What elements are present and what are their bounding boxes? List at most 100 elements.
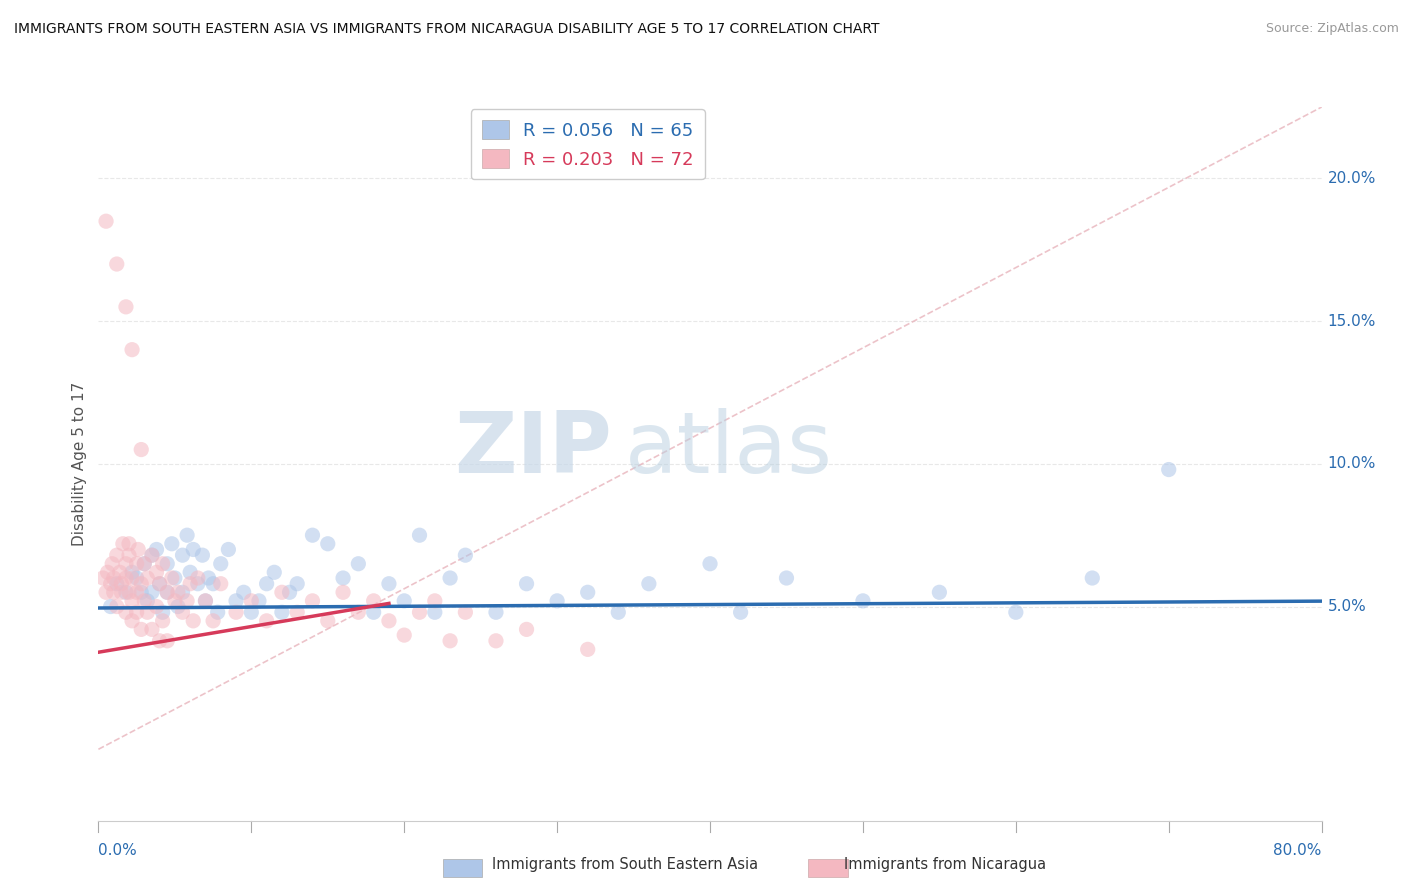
Point	[439, 633, 461, 648]
Point	[118, 585, 141, 599]
Point	[301, 594, 323, 608]
Point	[105, 257, 128, 271]
Point	[176, 594, 198, 608]
Point	[928, 585, 950, 599]
Text: IMMIGRANTS FROM SOUTH EASTERN ASIA VS IMMIGRANTS FROM NICARAGUA DISABILITY AGE 5: IMMIGRANTS FROM SOUTH EASTERN ASIA VS IM…	[14, 22, 880, 37]
Point	[576, 642, 599, 657]
Point	[730, 605, 752, 619]
Point	[187, 571, 209, 585]
Point	[94, 585, 117, 599]
Point	[347, 605, 370, 619]
Point	[129, 576, 152, 591]
Point	[181, 614, 204, 628]
Point	[103, 585, 125, 599]
Point	[332, 585, 354, 599]
Point	[145, 566, 167, 580]
Point	[194, 594, 217, 608]
Point	[278, 585, 301, 599]
Point	[115, 605, 138, 619]
Point	[136, 605, 159, 619]
Point	[167, 585, 190, 599]
Point	[332, 571, 354, 585]
Text: 80.0%: 80.0%	[1274, 844, 1322, 858]
Point	[141, 548, 163, 562]
Point	[699, 557, 721, 571]
Point	[94, 214, 117, 228]
Point	[156, 557, 179, 571]
Point	[127, 542, 149, 557]
Point	[240, 594, 263, 608]
Point	[163, 571, 186, 585]
Point	[247, 594, 270, 608]
Point	[167, 599, 190, 614]
Point	[392, 628, 416, 642]
Text: Immigrants from Nicaragua: Immigrants from Nicaragua	[844, 857, 1046, 872]
Text: ZIP: ZIP	[454, 408, 612, 491]
Point	[285, 576, 308, 591]
Point	[1081, 571, 1104, 585]
Y-axis label: Disability Age 5 to 17: Disability Age 5 to 17	[72, 382, 87, 546]
Point	[176, 528, 198, 542]
Point	[225, 605, 247, 619]
Point	[121, 594, 143, 608]
Point	[152, 557, 174, 571]
Point	[134, 594, 156, 608]
Point	[121, 343, 143, 357]
Point	[145, 599, 167, 614]
Point	[141, 548, 163, 562]
Point	[1157, 462, 1180, 476]
Text: 10.0%: 10.0%	[1327, 457, 1376, 471]
Point	[149, 576, 172, 591]
Point	[516, 576, 538, 591]
Point	[207, 605, 229, 619]
Point	[136, 594, 159, 608]
Point	[546, 594, 568, 608]
Text: Immigrants from South Eastern Asia: Immigrants from South Eastern Asia	[492, 857, 758, 872]
Point	[115, 300, 138, 314]
Point	[125, 571, 148, 585]
Point	[485, 605, 508, 619]
Point	[110, 576, 132, 591]
Point	[256, 614, 278, 628]
Point	[100, 576, 122, 591]
Point	[115, 585, 138, 599]
Point	[516, 623, 538, 637]
Point	[141, 585, 163, 599]
Point	[637, 576, 661, 591]
Text: atlas: atlas	[624, 408, 832, 491]
Point	[454, 548, 477, 562]
Point	[152, 605, 174, 619]
Point	[121, 571, 143, 585]
Point	[256, 576, 278, 591]
Point	[100, 599, 122, 614]
Point	[149, 576, 172, 591]
Point	[156, 585, 179, 599]
Point	[378, 576, 401, 591]
Point	[156, 585, 179, 599]
Point	[202, 614, 225, 628]
Point	[172, 585, 194, 599]
Point	[576, 585, 599, 599]
Point	[134, 557, 156, 571]
Point	[108, 566, 131, 580]
Point	[121, 566, 143, 580]
Point	[408, 605, 430, 619]
Point	[103, 571, 125, 585]
Point	[347, 557, 370, 571]
Point	[105, 576, 128, 591]
Point	[408, 528, 430, 542]
Point	[202, 576, 225, 591]
Point	[134, 557, 156, 571]
Point	[232, 585, 254, 599]
Point	[240, 605, 263, 619]
Point	[101, 557, 124, 571]
Point	[121, 614, 143, 628]
Point	[1004, 605, 1026, 619]
Point	[115, 571, 138, 585]
Point	[217, 542, 239, 557]
Point	[378, 614, 401, 628]
Point	[270, 585, 292, 599]
Point	[91, 571, 114, 585]
Point	[145, 542, 167, 557]
Point	[363, 605, 385, 619]
